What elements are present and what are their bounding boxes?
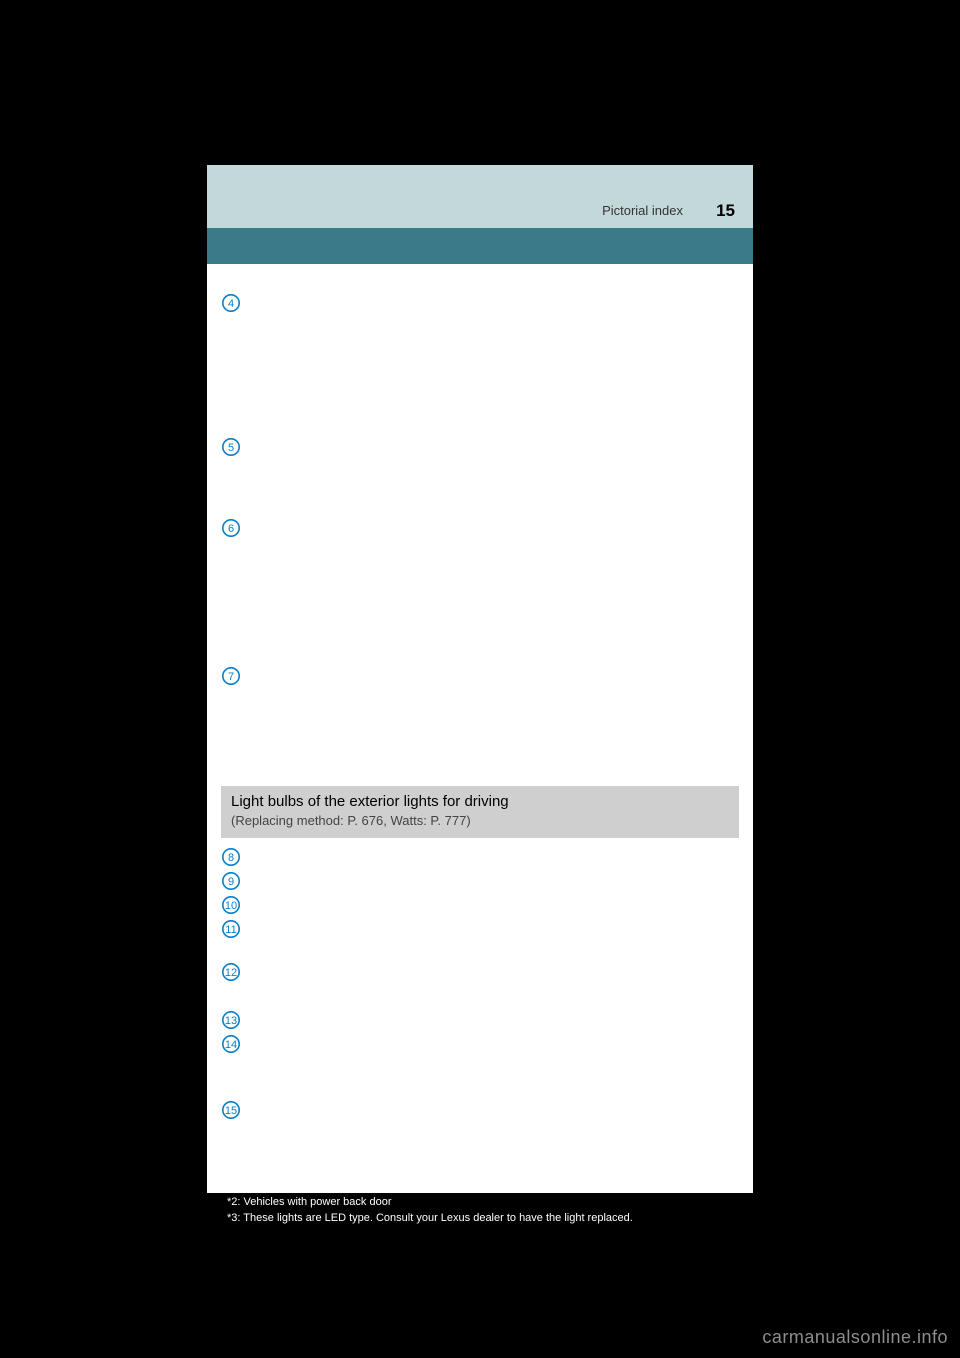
index-item: 7 Fuel filler door . . . . . . . . . . . … [221,665,739,773]
content-area: 4 Back door . . . . . . . . . . . . . . .… [207,264,753,1227]
circled-number-icon: 9 [221,871,241,891]
index-item-text: Outside rear view mirrors . . . . . . . … [241,436,739,456]
index-item-row: 12 Side turn signal lights (vehicles with… [221,961,739,982]
circled-number-icon: 12 [221,962,241,982]
index-item-subline: Opening from outside . . . . . . . . . .… [221,358,739,378]
circled-number-icon: 14 [221,1034,241,1054]
header-light-bar: Pictorial index 15 [207,165,753,228]
index-item-text: Fuel filler door . . . . . . . . . . . .… [241,665,739,685]
index-item-subline: Fuel type/fuel tank capacity . . . . . .… [221,732,739,772]
bottom-item-list: 8 Headlights/daytime running lights . . .… [221,846,739,1163]
index-item-subline: Precautions against car wash . . . . . .… [221,587,739,607]
index-item-subline: Adjusting the mirror angle . . . . . . .… [221,460,739,480]
index-item-subline: Folding the mirrors . . . . . . . . . . … [221,483,739,503]
svg-text:12: 12 [225,967,237,979]
watermark-text: carmanualsonline.info [762,1327,948,1348]
index-item: 13 Stop/tail lights*3 . . . . . . . . . .… [221,1009,739,1030]
index-item-row: 5 Outside rear view mirrors . . . . . . .… [221,436,739,457]
index-item-text: Headlights/daytime running lights . . . … [241,846,739,866]
index-item: 14 Tail lights*3 . . . . . . . . . . . . … [221,1033,739,1096]
svg-text:6: 6 [228,523,234,535]
footnote-line: *2: Vehicles with power back door [227,1194,739,1211]
index-item: 10 Parking lights . . . . . . . . . . . .… [221,894,739,915]
index-item-row: 8 Headlights/daytime running lights . . .… [221,846,739,867]
svg-text:9: 9 [228,876,234,888]
index-item-text: Tail lights*3 . . . . . . . . . . . . . … [241,1033,739,1073]
index-item-row: 4 Back door . . . . . . . . . . . . . . .… [221,292,739,332]
index-item-row: 7 Fuel filler door . . . . . . . . . . . … [221,665,739,686]
header-section-label: Pictorial index [602,203,683,218]
index-item-text: Back door . . . . . . . . . . . . . . . … [241,292,739,332]
svg-text:7: 7 [228,671,234,683]
index-item: 9 Front turn signal lights . . . . . . . … [221,870,739,891]
index-item-subline: Refueling method . . . . . . . . . . . .… [221,689,739,729]
circled-number-icon: 8 [221,847,241,867]
index-item-subline: Opening from inside the cabin*2 . . . . … [221,335,739,355]
svg-text:4: 4 [228,298,234,310]
top-item-list: 4 Back door . . . . . . . . . . . . . . .… [221,292,739,772]
index-item-text: Windshield wipers. . . . . . . . . . . .… [241,517,739,537]
index-item-text: Back-up lights [241,1099,739,1119]
index-item-row: 13 Stop/tail lights*3 . . . . . . . . . .… [221,1009,739,1030]
circled-number-icon: 10 [221,895,241,915]
circled-number-icon: 5 [221,437,241,457]
svg-text:13: 13 [225,1015,237,1027]
index-item-row: 14 Tail lights*3 . . . . . . . . . . . . … [221,1033,739,1073]
index-item-row: 9 Front turn signal lights . . . . . . . … [221,870,739,891]
index-item-subline: To prevent freezing (windshield wiper de… [221,564,739,584]
index-item-text: Side turn signal lights (vehicles with L… [241,961,739,981]
circled-number-icon: 15 [221,1100,241,1120]
index-item: 12 Side turn signal lights (vehicles with… [221,961,739,1005]
circled-number-icon: 13 [221,1010,241,1030]
svg-text:14: 14 [225,1039,237,1051]
svg-text:5: 5 [228,442,234,454]
index-item-subline: Replacing the wiper insert . . . . . . .… [221,611,739,651]
index-item-row: 6 Windshield wipers. . . . . . . . . . . … [221,517,739,538]
index-item: 6 Windshield wipers. . . . . . . . . . . … [221,517,739,651]
index-item: 11 Fog lights*1. . . . . . . . . . . . . … [221,918,739,958]
index-item-text: Stop/tail lights*3 . . . . . . . . . . .… [241,1009,739,1029]
grey-callout-box: Light bulbs of the exterior lights for d… [221,786,739,838]
footnote-line: *3: These lights are LED type. Consult y… [227,1210,739,1227]
index-item-row: 15 Back-up lights [221,1099,739,1120]
footnote-line: *1: If equipped [227,1177,739,1194]
svg-text:11: 11 [225,924,236,936]
svg-text:10: 10 [225,900,237,912]
circled-number-icon: 7 [221,666,241,686]
index-item-subline: Precautions against winter season . . . … [221,541,739,561]
index-item: 4 Back door . . . . . . . . . . . . . . .… [221,292,739,422]
header-teal-bar [207,228,753,264]
index-item-subline: Shifting the shift lever to R . . . . . … [221,1123,739,1163]
circled-number-icon: 4 [221,293,241,313]
circled-number-icon: 11 [221,919,241,939]
svg-text:8: 8 [228,852,234,864]
grey-box-subtitle: (Replacing method: P. 676, Watts: P. 777… [231,812,729,830]
index-item: 5 Outside rear view mirrors . . . . . . .… [221,436,739,503]
footnotes: *1: If equipped *2: Vehicles with power … [221,1177,739,1227]
index-item-text: Fog lights*1. . . . . . . . . . . . . . … [241,918,739,958]
page: Pictorial index 15 4 Back door . . . . . … [0,0,960,1358]
index-item: 15 Back-up lights Shifting the shift lever… [221,1099,739,1163]
header-page-number: 15 [716,201,735,221]
index-item-subline: Rear turn signal lights . . . . . . . . … [221,1076,739,1096]
document-sheet: Pictorial index 15 4 Back door . . . . . … [207,165,753,1193]
index-item-row: 10 Parking lights . . . . . . . . . . . .… [221,894,739,915]
index-item-subline: Warning messages . . . . . . . . . . . .… [221,382,739,422]
circled-number-icon: 6 [221,518,241,538]
svg-text:15: 15 [225,1105,237,1117]
index-item-text: Parking lights . . . . . . . . . . . . .… [241,894,739,914]
grey-box-title: Light bulbs of the exterior lights for d… [231,792,729,812]
index-item: 8 Headlights/daytime running lights . . .… [221,846,739,867]
index-item-text: Front turn signal lights . . . . . . . .… [241,870,739,890]
index-item-row: 11 Fog lights*1. . . . . . . . . . . . . … [221,918,739,958]
index-item-subline: Side turn signal lights (vehicles with s… [221,985,739,1005]
